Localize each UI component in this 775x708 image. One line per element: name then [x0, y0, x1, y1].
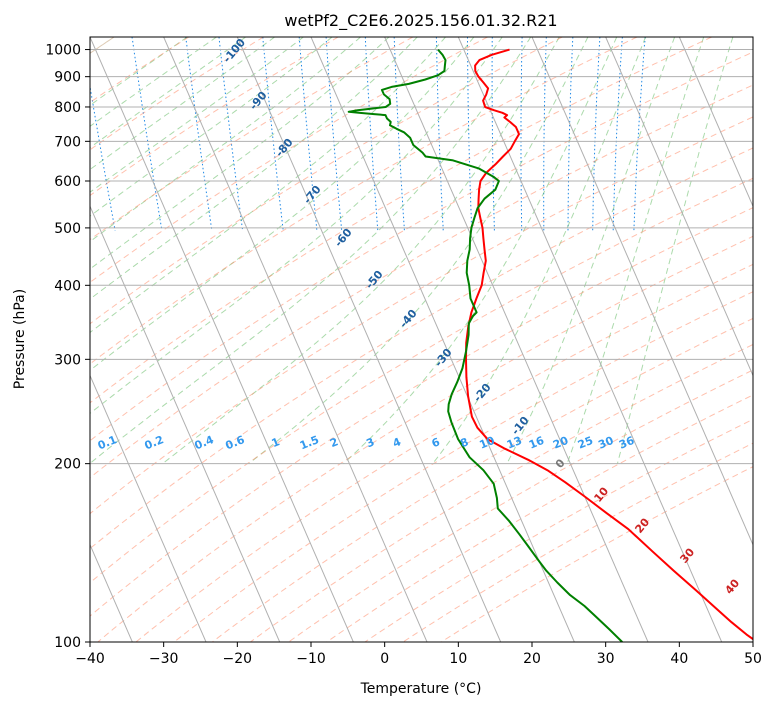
y-axis-label: Pressure (hPa)	[12, 289, 28, 389]
chart-title: wetPf2_C2E6.2025.156.01.32.R21	[284, 11, 557, 31]
moist-adiabat-line	[90, 37, 246, 149]
dry-adiabat-line	[90, 37, 638, 365]
mixing-ratio-line	[543, 37, 547, 231]
dry-adiabat-line	[90, 37, 712, 404]
mixing-ratio-label: 1	[270, 435, 282, 450]
dry-adiabat-line	[135, 263, 753, 642]
mixing-ratio-label: 8	[458, 435, 470, 450]
mixing-ratio-lines	[90, 37, 646, 231]
dry-adiabat-line	[90, 37, 339, 197]
dry-adiabat-line	[90, 177, 753, 584]
moist-adiabat-line	[90, 37, 333, 217]
x-tick-label: 10	[449, 651, 467, 667]
x-axis: −40 −30 −20 −10 0 10 20 30 40 50	[75, 642, 762, 667]
moist-adiabat-line	[90, 37, 188, 106]
moist-adiabat-line	[566, 37, 705, 464]
mixing-ratio-label: 36	[617, 434, 636, 452]
profiles	[347, 48, 753, 642]
dry-adiabat-line	[326, 394, 753, 642]
moist-adiabat-line	[90, 37, 446, 334]
y-tick-label: 300	[54, 352, 81, 368]
x-tick-label: 0	[380, 651, 389, 667]
mixing-ratio-label: 2	[328, 435, 340, 450]
moist-adiabat-line	[90, 37, 418, 300]
isotherm-line	[605, 37, 753, 377]
dry-adiabat-line	[90, 207, 753, 617]
y-tick-label: 800	[54, 100, 81, 116]
mixing-ratio-label: 25	[576, 434, 595, 452]
isotherm-line	[90, 37, 354, 642]
x-tick-label: −40	[75, 651, 105, 667]
mixing-ratio-line	[520, 37, 523, 231]
moist-adiabat-line	[162, 37, 560, 465]
isotherms	[90, 37, 753, 642]
y-tick-label: 200	[54, 457, 81, 473]
isotherm-line	[163, 37, 428, 642]
isotherm-line	[90, 374, 207, 642]
y-axis: 100 200 300 400 500 600 700 800 900 1000	[45, 43, 90, 651]
moist-adiabat-line	[343, 37, 618, 465]
moist-adiabat-line	[506, 37, 676, 464]
y-tick-label: 700	[54, 134, 81, 150]
x-tick-label: −20	[223, 651, 253, 667]
isotherm-line	[90, 204, 281, 642]
mixing-ratio-label: 30	[596, 434, 615, 452]
moist-adiabat-line	[90, 37, 503, 415]
moist-adiabat-line	[90, 37, 217, 127]
x-tick-label: −30	[149, 651, 179, 667]
dry-adiabats	[90, 37, 753, 642]
isotherm-line	[678, 37, 753, 208]
y-tick-label: 100	[54, 635, 81, 651]
mixing-ratio-label: 13	[505, 434, 524, 452]
moist-adiabat-line	[90, 37, 390, 270]
dry-adiabat-line	[173, 291, 753, 642]
mixing-ratio-line	[491, 37, 495, 231]
dewpoint-profile-line	[347, 48, 623, 642]
mixing-ratio-label: 3	[364, 435, 376, 450]
dry-adiabat-line	[90, 37, 414, 241]
x-tick-label: 30	[597, 651, 615, 667]
dry-adiabat-line	[90, 51, 753, 442]
isotherm-line	[384, 37, 649, 642]
x-axis-label: Temperature (°C)	[360, 681, 482, 697]
isotherm-line	[531, 37, 753, 546]
temperature-profile-line	[465, 48, 753, 641]
dry-adiabat-line	[90, 116, 753, 515]
y-tick-label: 900	[54, 70, 81, 86]
x-tick-label: 50	[744, 651, 762, 667]
mixing-ratio-line	[90, 83, 116, 231]
plot-frame	[89, 36, 754, 643]
isotherm-line	[457, 37, 723, 642]
dry-adiabat-line	[90, 84, 753, 479]
dry-adiabat-line	[211, 317, 753, 642]
y-tick-label: 500	[54, 221, 81, 237]
moist-adiabat-line	[90, 37, 532, 465]
mixing-ratio-line	[467, 37, 473, 231]
isotherm-line	[310, 37, 575, 642]
mixing-ratio-label: 10	[478, 434, 497, 452]
dry-adiabat-line	[288, 369, 753, 642]
dry-adiabat-line	[90, 147, 753, 550]
mixing-ratio-label: 20	[551, 434, 570, 452]
x-tick-label: 40	[670, 651, 688, 667]
moist-adiabat-line	[90, 37, 475, 371]
x-tick-label: −10	[296, 651, 326, 667]
isobars	[90, 49, 753, 642]
y-tick-label: 1000	[45, 43, 81, 59]
moist-adiabat-line	[90, 37, 275, 171]
y-tick-label: 400	[54, 278, 81, 294]
y-tick-label: 600	[54, 174, 81, 190]
x-tick-label: 20	[523, 651, 541, 667]
mixing-ratio-label: 16	[527, 434, 546, 452]
isotherm-line	[236, 37, 502, 642]
mixing-ratio-line	[131, 37, 163, 231]
